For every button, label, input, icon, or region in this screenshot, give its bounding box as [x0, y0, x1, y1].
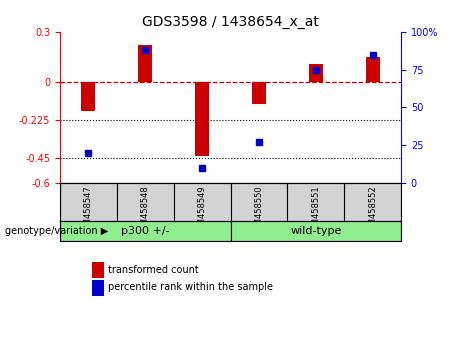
- Bar: [252, 82, 266, 104]
- Text: GSM458547: GSM458547: [84, 185, 93, 236]
- Text: p300 +/-: p300 +/-: [121, 226, 170, 236]
- Bar: [195, 82, 209, 156]
- Bar: [230, 222, 401, 241]
- Text: transformed count: transformed count: [108, 265, 199, 275]
- Text: percentile rank within the sample: percentile rank within the sample: [108, 282, 273, 292]
- Text: wild-type: wild-type: [290, 226, 342, 236]
- Bar: [366, 57, 380, 82]
- Text: GSM458548: GSM458548: [141, 185, 150, 236]
- Bar: [309, 64, 323, 82]
- Bar: [138, 45, 152, 82]
- Text: GSM458551: GSM458551: [311, 185, 320, 235]
- Text: GSM458549: GSM458549: [198, 185, 207, 235]
- Bar: [60, 222, 230, 241]
- Text: GSM458552: GSM458552: [368, 185, 377, 235]
- Title: GDS3598 / 1438654_x_at: GDS3598 / 1438654_x_at: [142, 16, 319, 29]
- Text: GSM458550: GSM458550: [254, 185, 263, 235]
- Bar: [81, 82, 95, 111]
- Text: genotype/variation ▶: genotype/variation ▶: [5, 226, 108, 236]
